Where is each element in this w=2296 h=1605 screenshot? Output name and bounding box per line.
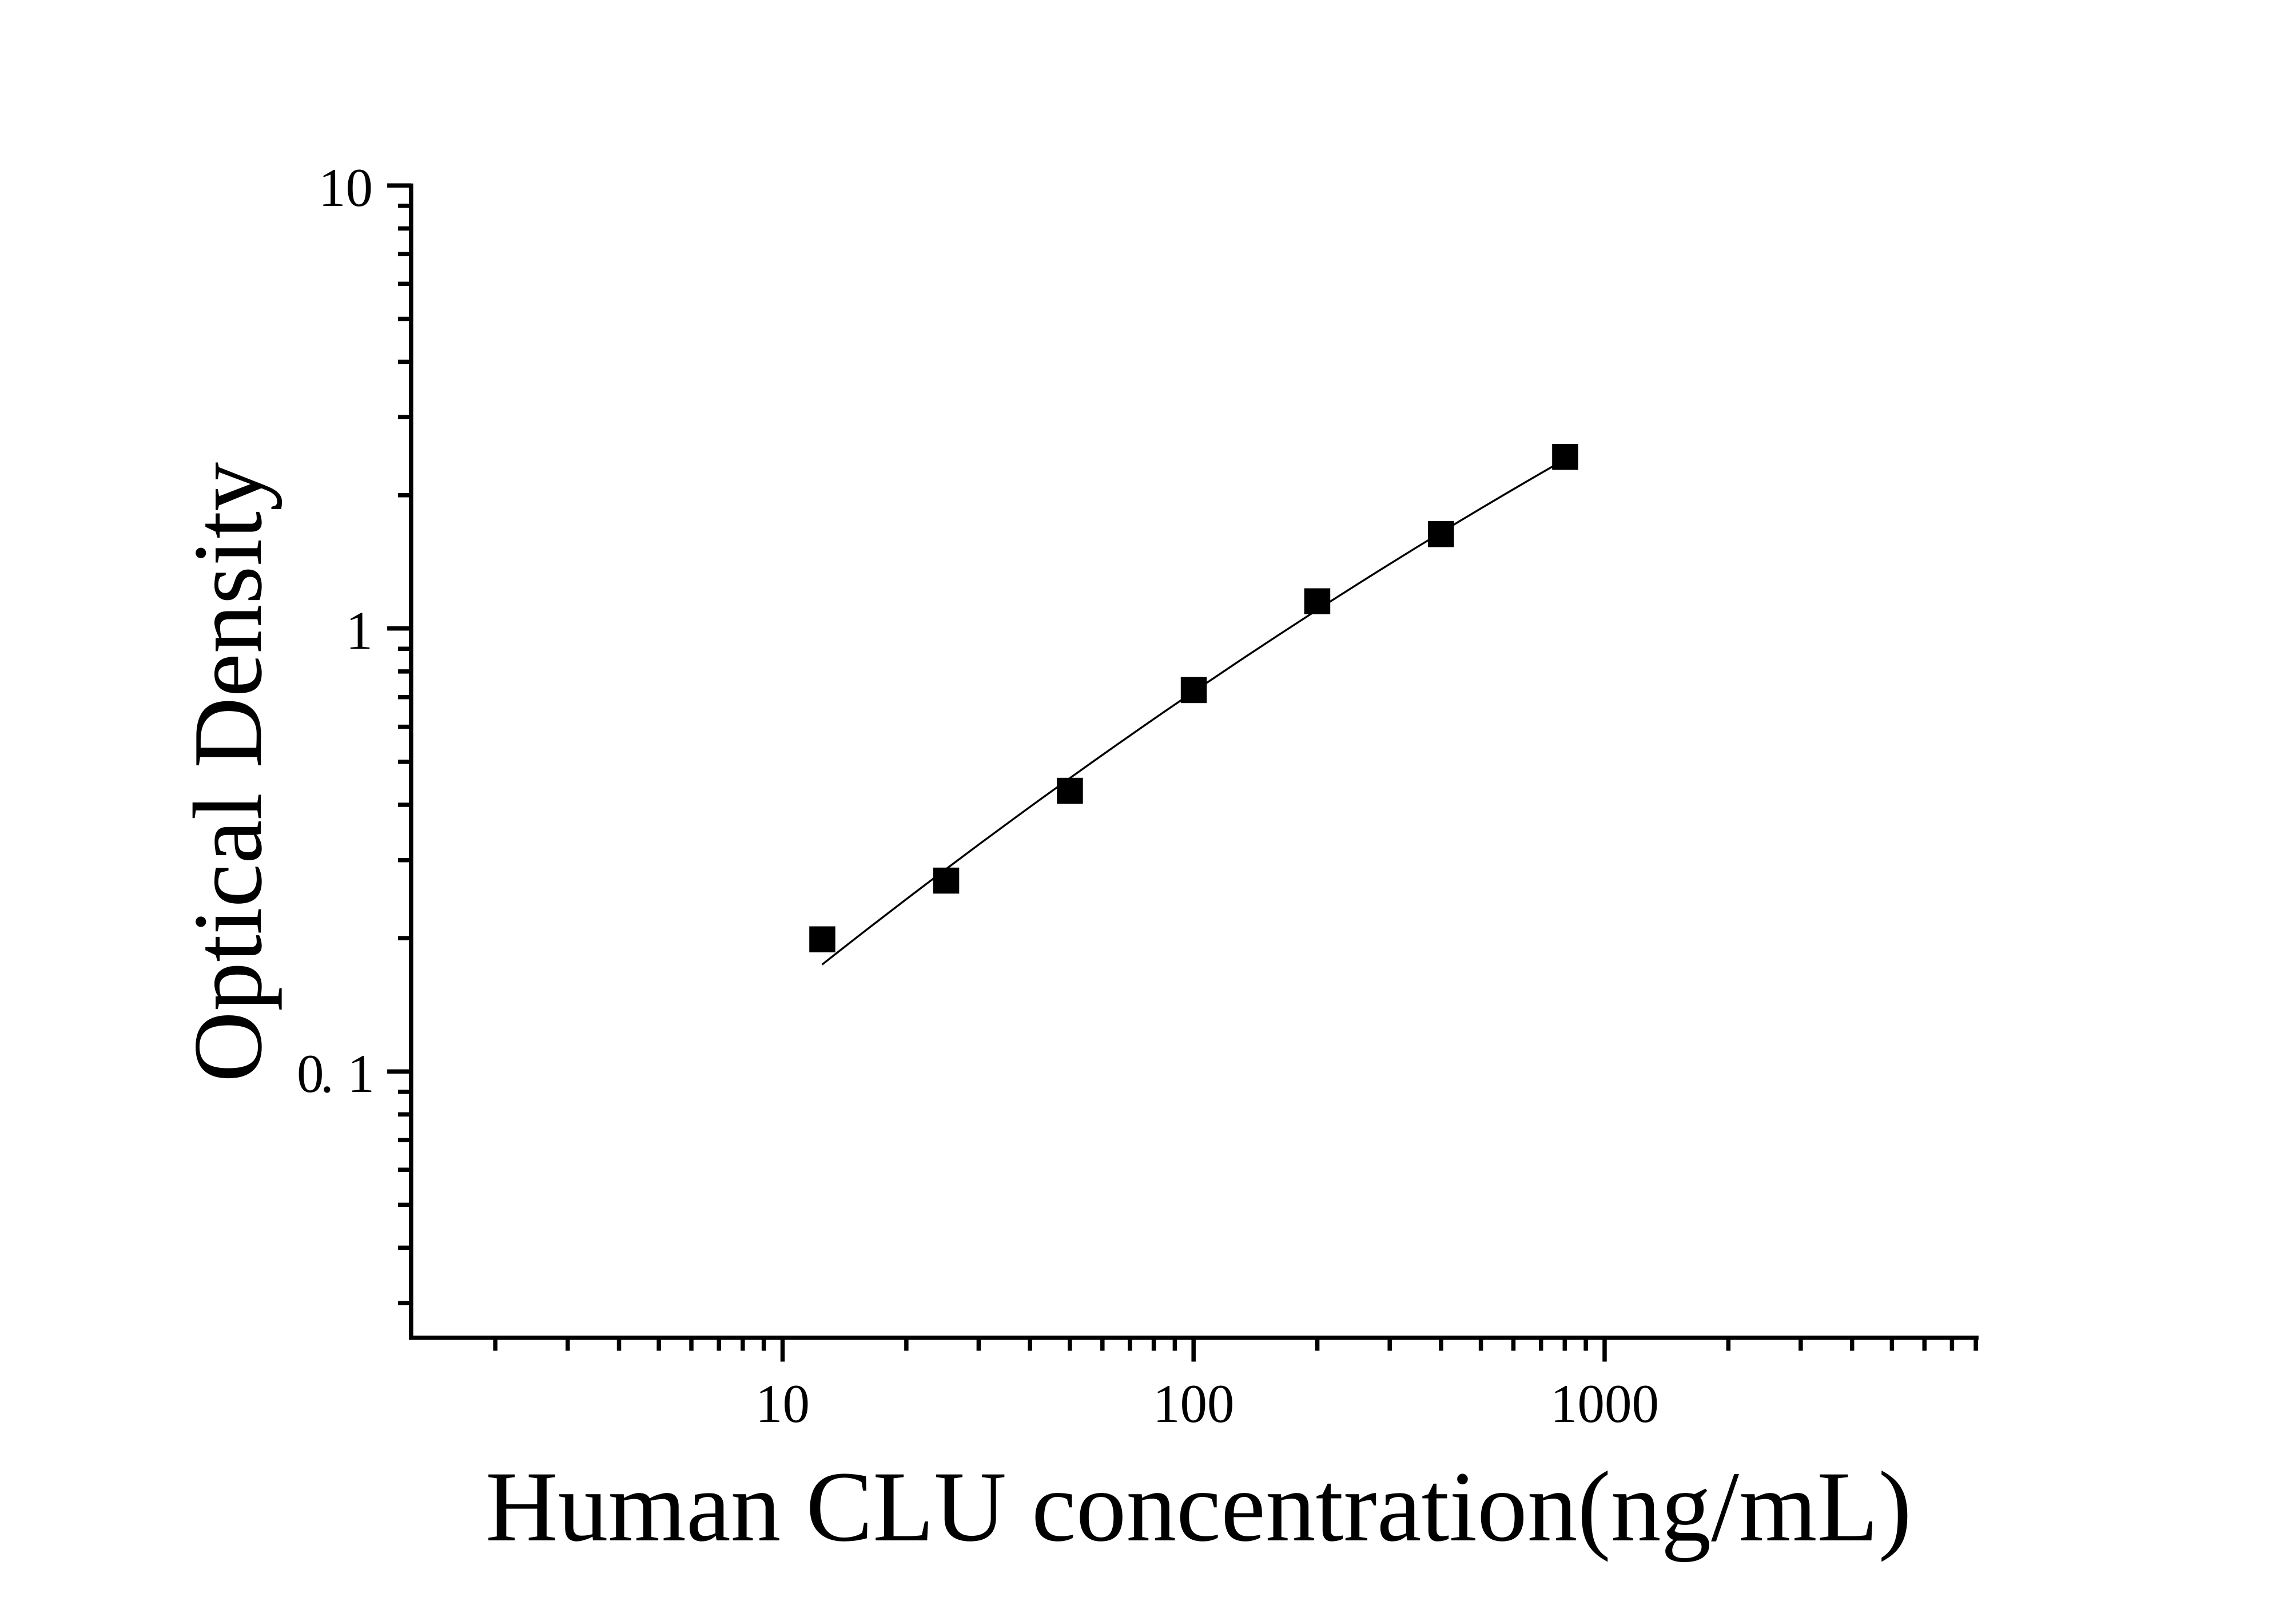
svg-text:10: 10 [319, 157, 373, 218]
svg-text:Optical Density: Optical Density [174, 462, 282, 1082]
svg-text:100: 100 [1153, 1373, 1235, 1434]
svg-text:.: . [320, 1043, 334, 1104]
svg-text:10: 10 [755, 1373, 810, 1434]
svg-text:1000: 1000 [1550, 1373, 1659, 1434]
svg-text:Human CLU concentration(ng/mL): Human CLU concentration(ng/mL) [486, 1451, 1912, 1563]
svg-text:1: 1 [348, 1043, 375, 1104]
svg-text:1: 1 [346, 600, 373, 661]
svg-text:0: 0 [297, 1043, 324, 1104]
